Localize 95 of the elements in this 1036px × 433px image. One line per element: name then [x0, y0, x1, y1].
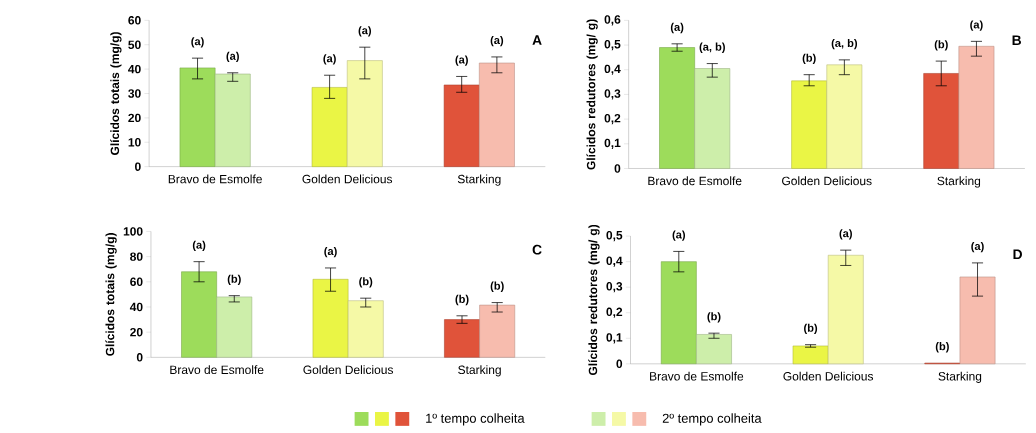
- data-label: (a): [839, 229, 852, 240]
- text: C: [532, 244, 542, 255]
- y-axis-title: Glícidos totais (mg/g): [110, 32, 122, 155]
- x-tick-label: Starking: [458, 365, 501, 377]
- y-tick-label: 50: [128, 40, 141, 49]
- x-tick-label: Golden Delicious: [782, 176, 872, 186]
- bar: [694, 68, 731, 169]
- text: B: [1012, 35, 1021, 45]
- bar: [791, 80, 828, 169]
- data-label: (a): [324, 246, 337, 258]
- y-tick-label: 0,1: [604, 138, 621, 149]
- x-tick-label: Golden Delicious: [783, 371, 874, 381]
- y-tick-label: 40: [128, 64, 141, 74]
- bar: [923, 73, 960, 169]
- bar: [826, 64, 863, 169]
- data-label: (a): [358, 26, 372, 37]
- y-tick-label: 0: [135, 162, 141, 171]
- data-label: (b): [802, 53, 816, 64]
- bar: [179, 67, 216, 167]
- legend-label: 1º tempo colheita: [426, 413, 525, 426]
- bar: [216, 296, 253, 358]
- y-axis-title: Glícidos redutores (mg/ g): [588, 224, 600, 375]
- bar: [347, 300, 384, 358]
- y-tick-label: 20: [128, 113, 141, 122]
- x-tick-label: Bravo de Esmolfe: [648, 176, 742, 186]
- y-tick-label: 80: [130, 252, 143, 261]
- x-tick-label: Starking: [938, 371, 982, 383]
- bar: [444, 319, 480, 358]
- y-tick-label: 60: [130, 277, 143, 286]
- data-label: (a): [971, 241, 984, 253]
- y-tick-label: 0,4: [604, 64, 621, 75]
- y-tick-label: 100: [123, 227, 143, 236]
- x-tick-label: Golden Delicious: [302, 174, 393, 184]
- legend-label: 2º tempo colheita: [662, 413, 762, 426]
- data-label: (b): [490, 281, 504, 292]
- bar: [181, 271, 217, 358]
- data-label: (b): [455, 294, 469, 306]
- bar: [660, 261, 697, 364]
- bar: [479, 304, 516, 358]
- y-tick-label: 0: [136, 352, 143, 362]
- data-label: (a): [192, 240, 206, 251]
- x-tick-label: Starking: [937, 176, 981, 188]
- y-tick-label: 10: [128, 137, 141, 147]
- y-tick-label: 0,3: [606, 281, 623, 293]
- data-label: (b): [934, 40, 948, 51]
- x-tick-label: Bravo de Esmolfe: [168, 174, 262, 184]
- y-tick-label: 0,2: [604, 113, 621, 125]
- data-label: (a): [226, 51, 239, 62]
- bar: [312, 278, 349, 358]
- y-tick-label: 0,6: [604, 15, 621, 26]
- data-label: (a): [670, 22, 684, 34]
- data-label: (a): [323, 54, 336, 65]
- bar: [958, 45, 995, 169]
- x-tick-label: Starking: [457, 174, 501, 186]
- x-tick-label: Bravo de Esmolfe: [170, 365, 264, 374]
- y-tick-label: 30: [128, 89, 141, 98]
- data-label: (a, b): [831, 38, 858, 50]
- data-label: (b): [227, 274, 241, 285]
- data-label: (b): [359, 277, 373, 288]
- y-tick-label: 40: [129, 302, 143, 312]
- data-label: (a): [970, 20, 983, 31]
- bar: [214, 73, 251, 167]
- y-axis-title: Glícidos redutores (mg/ g): [586, 19, 598, 170]
- y-tick-label: 0: [614, 164, 621, 173]
- data-label: (b): [707, 312, 721, 323]
- x-tick-label: Bravo de Esmolfe: [650, 371, 744, 381]
- data-label: (a): [490, 35, 504, 47]
- y-tick-label: 0,4: [606, 256, 623, 267]
- data-label: (b): [804, 323, 818, 334]
- bar: [792, 345, 829, 364]
- y-tick-label: 20: [130, 327, 143, 337]
- data-label: (b): [935, 341, 949, 353]
- bar: [311, 87, 348, 167]
- bar: [696, 334, 732, 364]
- text: D: [1013, 249, 1022, 259]
- bar: [659, 47, 695, 169]
- y-tick-label: 0,3: [604, 89, 621, 100]
- data-label: (a): [191, 37, 204, 48]
- x-tick-label: Golden Delicious: [303, 365, 393, 374]
- bar: [346, 60, 383, 167]
- data-label: (a, b): [699, 42, 725, 53]
- data-label: (a): [672, 230, 686, 241]
- y-tick-label: 60: [128, 15, 141, 25]
- text: A: [532, 35, 542, 45]
- data-label: (a): [455, 55, 468, 66]
- bar: [479, 62, 515, 167]
- y-axis-title: Glícidos totais (mg/g): [105, 232, 117, 356]
- bar: [443, 84, 480, 167]
- y-tick-label: 0,1: [606, 333, 623, 344]
- y-tick-label: 0,5: [606, 230, 623, 242]
- y-tick-label: 0,5: [604, 39, 621, 51]
- y-tick-label: 0,2: [606, 307, 623, 318]
- bar: [959, 276, 996, 364]
- bar: [827, 254, 864, 364]
- y-tick-label: 0: [616, 359, 623, 368]
